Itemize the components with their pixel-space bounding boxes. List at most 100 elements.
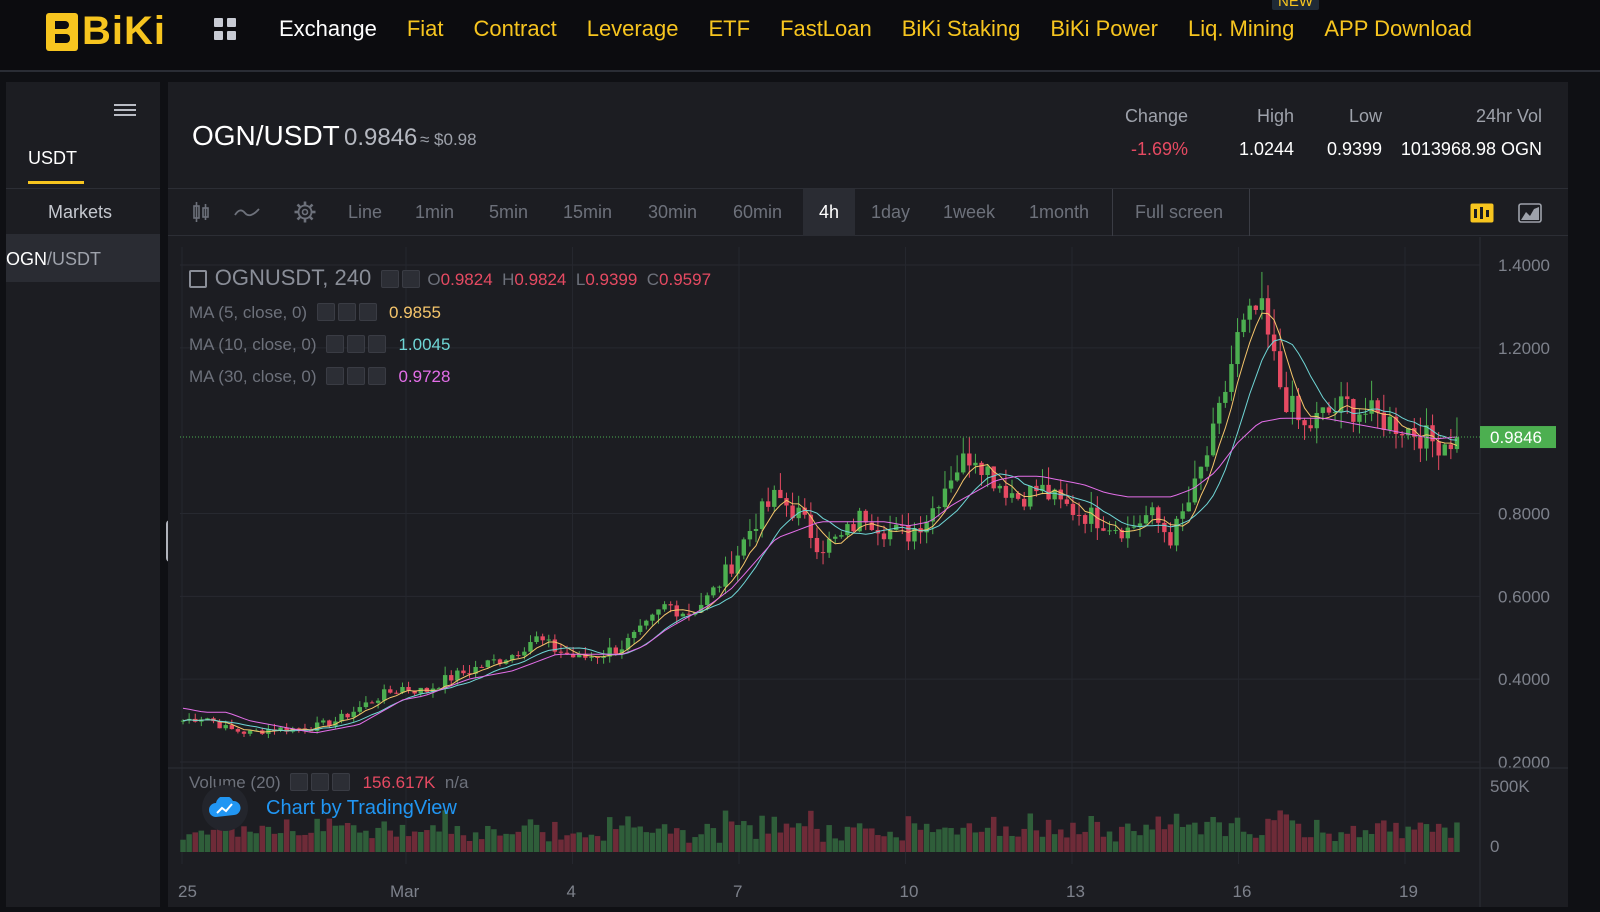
price-chart[interactable]: 1.4000 1.2000 0.8000 0.6000 0.4000 0.2000 25 Ma… bbox=[168, 237, 1568, 907]
volume-bar bbox=[436, 831, 442, 852]
interval-15min[interactable]: 15min bbox=[563, 202, 613, 222]
settings-gear-icon[interactable] bbox=[294, 189, 318, 236]
volume-bar bbox=[1082, 831, 1088, 852]
stat-high-value: 1.0244 bbox=[1238, 139, 1294, 159]
volume-bar bbox=[728, 821, 735, 852]
legend-high: 0.9824 bbox=[514, 270, 567, 289]
tradingview-attribution[interactable]: Chart by TradingView bbox=[202, 785, 457, 831]
biki-logo[interactable]: BiKi bbox=[46, 9, 166, 54]
nav-biki-staking[interactable]: BiKi Staking bbox=[901, 16, 1021, 41]
volume-gear-icon[interactable] bbox=[311, 773, 330, 791]
volume-bar bbox=[942, 827, 948, 852]
interval-60min[interactable]: 60min bbox=[733, 202, 783, 222]
volume-bar bbox=[820, 841, 826, 852]
nav-biki-power[interactable]: BiKi Power bbox=[1050, 16, 1158, 41]
candle-body bbox=[308, 730, 314, 732]
kline-view-icon[interactable] bbox=[1470, 189, 1496, 236]
collapse-legend-icon[interactable] bbox=[189, 270, 207, 288]
volume-bar bbox=[710, 828, 717, 852]
nav-fastloan[interactable]: FastLoan bbox=[780, 16, 872, 41]
interval-30min[interactable]: 30min bbox=[648, 202, 698, 222]
ma30-gear-icon[interactable] bbox=[347, 367, 366, 385]
apps-grid-icon[interactable] bbox=[214, 18, 236, 40]
depth-chart-icon[interactable] bbox=[1518, 189, 1544, 236]
volume-bar bbox=[564, 835, 570, 852]
candle-body bbox=[668, 604, 673, 606]
candle-body bbox=[400, 687, 405, 693]
ma5-gear-icon[interactable] bbox=[337, 303, 356, 321]
volume-bar bbox=[747, 825, 753, 852]
candle-body bbox=[625, 637, 631, 650]
volume-bar bbox=[1045, 819, 1052, 852]
candle-body bbox=[772, 489, 777, 507]
list-toggle-icon[interactable] bbox=[114, 104, 136, 120]
nav-app-download[interactable]: APP Download bbox=[1324, 16, 1472, 41]
last-price-tag bbox=[1480, 426, 1556, 449]
interval-5min[interactable]: 5min bbox=[489, 202, 529, 222]
volume-eye-icon[interactable] bbox=[290, 773, 309, 791]
ma10-gear-icon[interactable] bbox=[347, 335, 366, 353]
market-sidebar: USDT Markets OGN/USDT bbox=[6, 82, 160, 907]
tab-usdt[interactable]: USDT bbox=[28, 148, 84, 184]
volume-bar bbox=[204, 834, 211, 852]
legend-gear-icon[interactable] bbox=[401, 270, 420, 288]
candle-body bbox=[601, 656, 606, 658]
volume-bar bbox=[808, 810, 814, 852]
nav-liq-mining[interactable]: Liq. Mining bbox=[1187, 16, 1295, 41]
stat-vol-value: 1013968.98 OGN bbox=[1400, 139, 1542, 159]
nav-contract[interactable]: Contract bbox=[473, 16, 557, 41]
volume-tick-label: 0 bbox=[1490, 837, 1499, 856]
ma10-eye-icon[interactable] bbox=[326, 335, 345, 353]
volume-bar bbox=[1167, 824, 1174, 852]
candle-body bbox=[942, 488, 948, 508]
candle-body bbox=[461, 670, 466, 674]
candle-body bbox=[778, 489, 783, 499]
sidebar-pair-row[interactable]: OGN/USDT bbox=[6, 234, 160, 282]
volume-bar bbox=[515, 831, 522, 852]
candle-body bbox=[717, 586, 722, 588]
volume-bar bbox=[344, 822, 351, 852]
candlestick-chart-svg[interactable]: 1.4000 1.2000 0.8000 0.6000 0.4000 0.2000 25 Ma… bbox=[168, 237, 1568, 907]
candle-body bbox=[893, 524, 899, 531]
candle-body bbox=[637, 625, 643, 632]
candle-body bbox=[1241, 319, 1246, 333]
candle-body bbox=[327, 720, 332, 726]
volume-bar bbox=[1417, 822, 1424, 852]
interval-1min[interactable]: 1min bbox=[415, 202, 455, 222]
nav-leverage[interactable]: Leverage bbox=[586, 16, 679, 41]
ma5-close-icon[interactable] bbox=[358, 303, 377, 321]
volume-bar bbox=[704, 823, 710, 852]
candle-type-icon[interactable] bbox=[192, 189, 212, 236]
volume-bar bbox=[984, 827, 991, 852]
interval-line[interactable]: Line bbox=[348, 202, 383, 222]
interval-1month[interactable]: 1month bbox=[1029, 202, 1090, 222]
volume-bar bbox=[1368, 833, 1375, 852]
nav-etf[interactable]: ETF bbox=[708, 16, 751, 41]
candle-body bbox=[961, 453, 966, 473]
legend-eye-icon[interactable] bbox=[380, 270, 399, 288]
candle-body bbox=[1192, 478, 1198, 503]
candle-body bbox=[686, 613, 692, 615]
interval-4h[interactable]: 4h bbox=[803, 189, 855, 236]
volume-bar bbox=[936, 829, 942, 852]
interval-1week[interactable]: 1week bbox=[943, 202, 996, 222]
nav-exchange[interactable]: Exchange bbox=[279, 16, 377, 41]
volume-bar bbox=[844, 826, 851, 852]
pair-price: 0.9846 bbox=[344, 124, 418, 151]
volume-close-icon[interactable] bbox=[332, 773, 351, 791]
volume-bar bbox=[1332, 841, 1338, 852]
ma10-close-icon[interactable] bbox=[368, 335, 387, 353]
volume-bar bbox=[1033, 830, 1040, 852]
indicators-icon[interactable] bbox=[234, 189, 260, 236]
candle-body bbox=[705, 595, 710, 605]
nav-fiat[interactable]: Fiat bbox=[406, 16, 444, 41]
x-tick-label: 10 bbox=[900, 882, 919, 901]
interval-1day[interactable]: 1day bbox=[871, 202, 911, 222]
volume-bar bbox=[619, 825, 625, 852]
ma30-close-icon[interactable] bbox=[368, 367, 387, 385]
ma5-eye-icon[interactable] bbox=[316, 303, 335, 321]
ma30-eye-icon[interactable] bbox=[326, 367, 345, 385]
stat-change-value: -1.69% bbox=[1130, 139, 1188, 159]
fullscreen-button[interactable]: Full screen bbox=[1135, 202, 1224, 222]
candle-body bbox=[936, 507, 942, 509]
